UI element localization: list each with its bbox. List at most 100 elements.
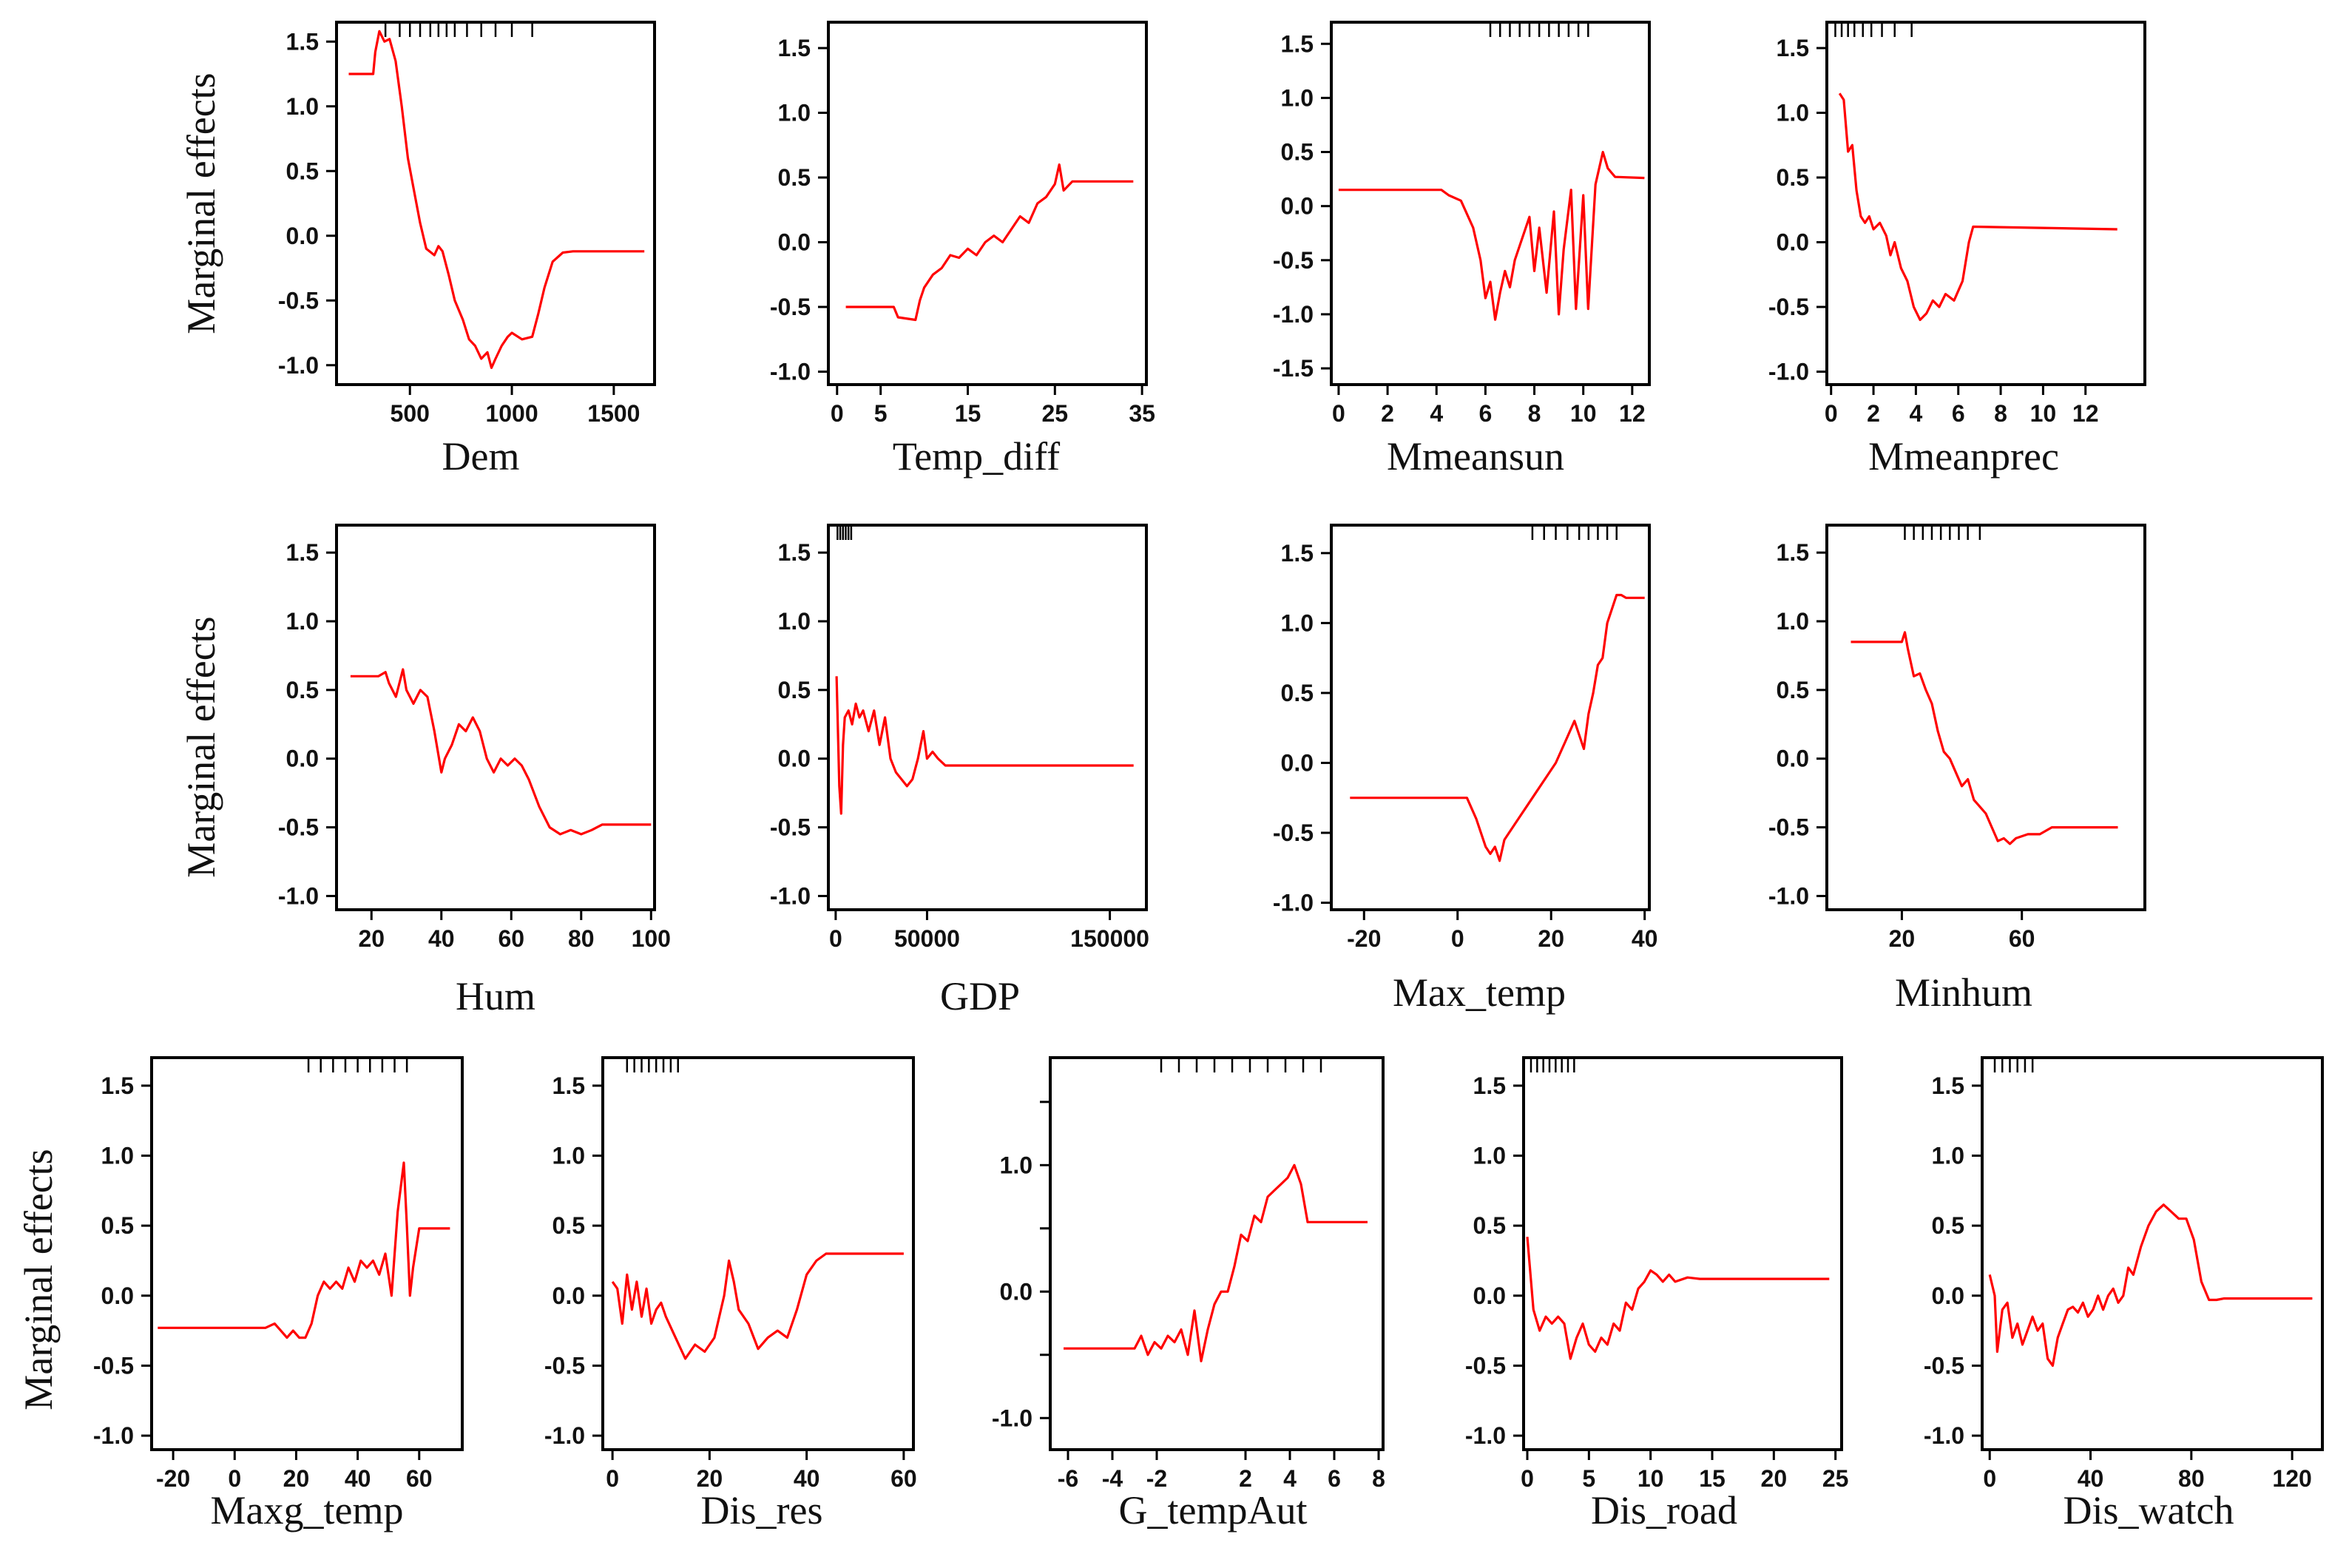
- y-tick-label: -1.0: [1768, 882, 1809, 909]
- x-tick-label: 0: [228, 1465, 241, 1492]
- marginal-effect-line: [158, 1161, 450, 1339]
- y-tick-label: -1.0: [770, 882, 811, 909]
- x-tick-label: 10: [1570, 400, 1597, 427]
- marginal-effect-line: [1838, 92, 2118, 322]
- x-tick-label: -20: [156, 1465, 190, 1492]
- plot-frame: [1330, 21, 1651, 386]
- x-tick-label: 1500: [587, 400, 640, 427]
- y-tick-label: 1.5: [286, 28, 319, 55]
- x-tick-label: 80: [568, 925, 595, 952]
- y-tick-label: 0.0: [286, 746, 319, 772]
- y-tick-label: 1.0: [286, 93, 319, 120]
- plot-frame: [827, 21, 1148, 386]
- x-tick-label: 8: [1528, 400, 1541, 427]
- chart-panel-hum: 1.5 1.0 0.5 0.0 -0.5 -1.0 20 40 60 80 100 Hum Margin…: [179, 524, 671, 1018]
- y-tick-label: 1.5: [778, 539, 811, 566]
- chart-panel-gdp: 1.5 1.0 0.5 0.0 -0.5 -1.0 0 50000 150000 GDP: [770, 524, 1149, 1018]
- y-tick-label: -0.5: [770, 294, 811, 320]
- x-tick-label: 15: [955, 400, 981, 427]
- x-tick-label: 6: [1478, 400, 1492, 427]
- plot-frame: [1825, 21, 2146, 386]
- x-axis-label: Maxg_temp: [211, 1488, 404, 1532]
- x-tick-label: 40: [345, 1465, 371, 1492]
- y-tick-label: -0.5: [1768, 294, 1809, 320]
- x-tick-label: 60: [498, 925, 524, 952]
- x-tick-label: 60: [2009, 925, 2035, 952]
- y-tick-label: 1.0: [1932, 1143, 1964, 1169]
- y-tick-label: 1.5: [552, 1072, 585, 1099]
- y-tick-label: 1.5: [1932, 1072, 1964, 1099]
- y-tick-label: 0.5: [552, 1212, 585, 1239]
- x-tick-label: 50000: [894, 925, 960, 952]
- chart-panel-dis_road: 1.5 1.0 0.5 0.0 -0.5 -1.0 0 5 10 15 20 25 Dis_road: [1465, 1056, 1848, 1532]
- y-tick-label: -0.5: [1768, 814, 1809, 841]
- x-tick-label: 1000: [485, 400, 538, 427]
- marginal-effect-line: [835, 676, 1134, 815]
- plot-frame: [1522, 1056, 1843, 1451]
- chart-panel-mmeanprec: 1.5 1.0 0.5 0.0 -0.5 -1.0 0 2 4 6 8 10 12 Mmeanprec: [1768, 21, 2146, 479]
- x-axis-label: Mmeansun: [1387, 434, 1564, 479]
- x-tick-label: 150000: [1070, 925, 1149, 952]
- y-tick-label: -1.0: [1768, 359, 1809, 385]
- chart-panel-dis_res: 1.5 1.0 0.5 0.0 -0.5 -1.0 0 20 40 60 Dis_res: [544, 1056, 917, 1532]
- marginal-effect-line: [1350, 593, 1645, 862]
- y-tick-label: -0.5: [1924, 1352, 1964, 1379]
- x-axis-label: Dem: [442, 434, 520, 479]
- x-tick-label: 0: [829, 925, 842, 952]
- x-axis-label: G_tempAut: [1119, 1488, 1308, 1532]
- y-tick-label: 1.0: [1473, 1143, 1506, 1169]
- y-tick-label: 0.0: [1777, 229, 1809, 256]
- y-tick-label: 0.5: [1473, 1212, 1506, 1239]
- plot-frame: [827, 524, 1148, 911]
- x-axis-label: Mmeanprec: [1868, 434, 2059, 479]
- x-tick-label: 0: [831, 400, 844, 427]
- marginal-effect-line: [350, 668, 652, 836]
- x-tick-label: 25: [1042, 400, 1069, 427]
- x-tick-label: 12: [1619, 400, 1646, 427]
- y-tick-label: -1.0: [992, 1405, 1032, 1431]
- x-tick-label: 12: [2072, 400, 2099, 427]
- y-tick-label: 0.5: [1777, 164, 1809, 191]
- plot-frame: [601, 1056, 915, 1451]
- y-tick-label: 1.0: [1777, 100, 1809, 126]
- y-tick-label: 0.5: [101, 1212, 134, 1239]
- plot-frame: [1049, 1056, 1385, 1451]
- chart-panel-minhum: 1.5 1.0 0.5 0.0 -0.5 -1.0 20 60 Minhum: [1768, 524, 2146, 1015]
- x-tick-label: 15: [1699, 1465, 1726, 1492]
- y-tick-label: 0.0: [778, 746, 811, 772]
- y-tick-label: -0.5: [544, 1352, 585, 1379]
- x-axis-label: Temp_diff: [893, 434, 1060, 479]
- x-tick-label: 10: [1637, 1465, 1664, 1492]
- chart-panel-temp_diff: 1.5 1.0 0.5 0.0 -0.5 -1.0 0 5 15 25 35 Temp_diff: [770, 21, 1155, 479]
- x-axis-label: GDP: [940, 974, 1020, 1018]
- x-tick-label: 40: [2078, 1465, 2104, 1492]
- y-tick-label: -1.0: [93, 1422, 134, 1449]
- y-tick-label: 0.5: [1281, 680, 1314, 706]
- plot-frame: [1825, 524, 2146, 911]
- marginal-effect-line: [1988, 1203, 2313, 1368]
- y-tick-label: 0.0: [101, 1283, 134, 1309]
- y-tick-label: 0.0: [778, 229, 811, 256]
- y-tick-label: -0.5: [278, 287, 319, 314]
- y-tick-label: 0.5: [1777, 677, 1809, 703]
- chart-panel-dem: 1.5 1.0 0.5 0.0 -0.5 -1.0 500 1000 1500 Dem Margin…: [179, 21, 656, 479]
- y-tick-label: 0.5: [778, 164, 811, 191]
- x-tick-label: 20: [358, 925, 385, 952]
- x-axis-label: Minhum: [1895, 970, 2032, 1015]
- y-tick-label: 0.0: [286, 223, 319, 249]
- x-tick-label: 5: [1582, 1465, 1595, 1492]
- y-axis-label: Marginal effects: [16, 1149, 61, 1410]
- x-tick-label: 0: [1983, 1465, 1996, 1492]
- y-tick-label: -1.5: [1273, 355, 1314, 382]
- y-tick-label: 1.5: [1473, 1072, 1506, 1099]
- x-tick-label: 2: [1381, 400, 1394, 427]
- marginal-effect-line: [1851, 631, 2118, 845]
- y-tick-label: -1.0: [278, 882, 319, 909]
- y-tick-label: 0.0: [1281, 193, 1314, 220]
- chart-panel-g_tempaut: 1.0 0.0 -1.0 -6 -4 -2 2 4 6 8 G_tempAut: [992, 1056, 1385, 1532]
- x-axis-label: Dis_watch: [2064, 1488, 2234, 1532]
- y-tick-label: -0.5: [1465, 1352, 1506, 1379]
- x-tick-label: 20: [1889, 925, 1916, 952]
- x-tick-label: 60: [406, 1465, 433, 1492]
- x-tick-label: 0: [606, 1465, 619, 1492]
